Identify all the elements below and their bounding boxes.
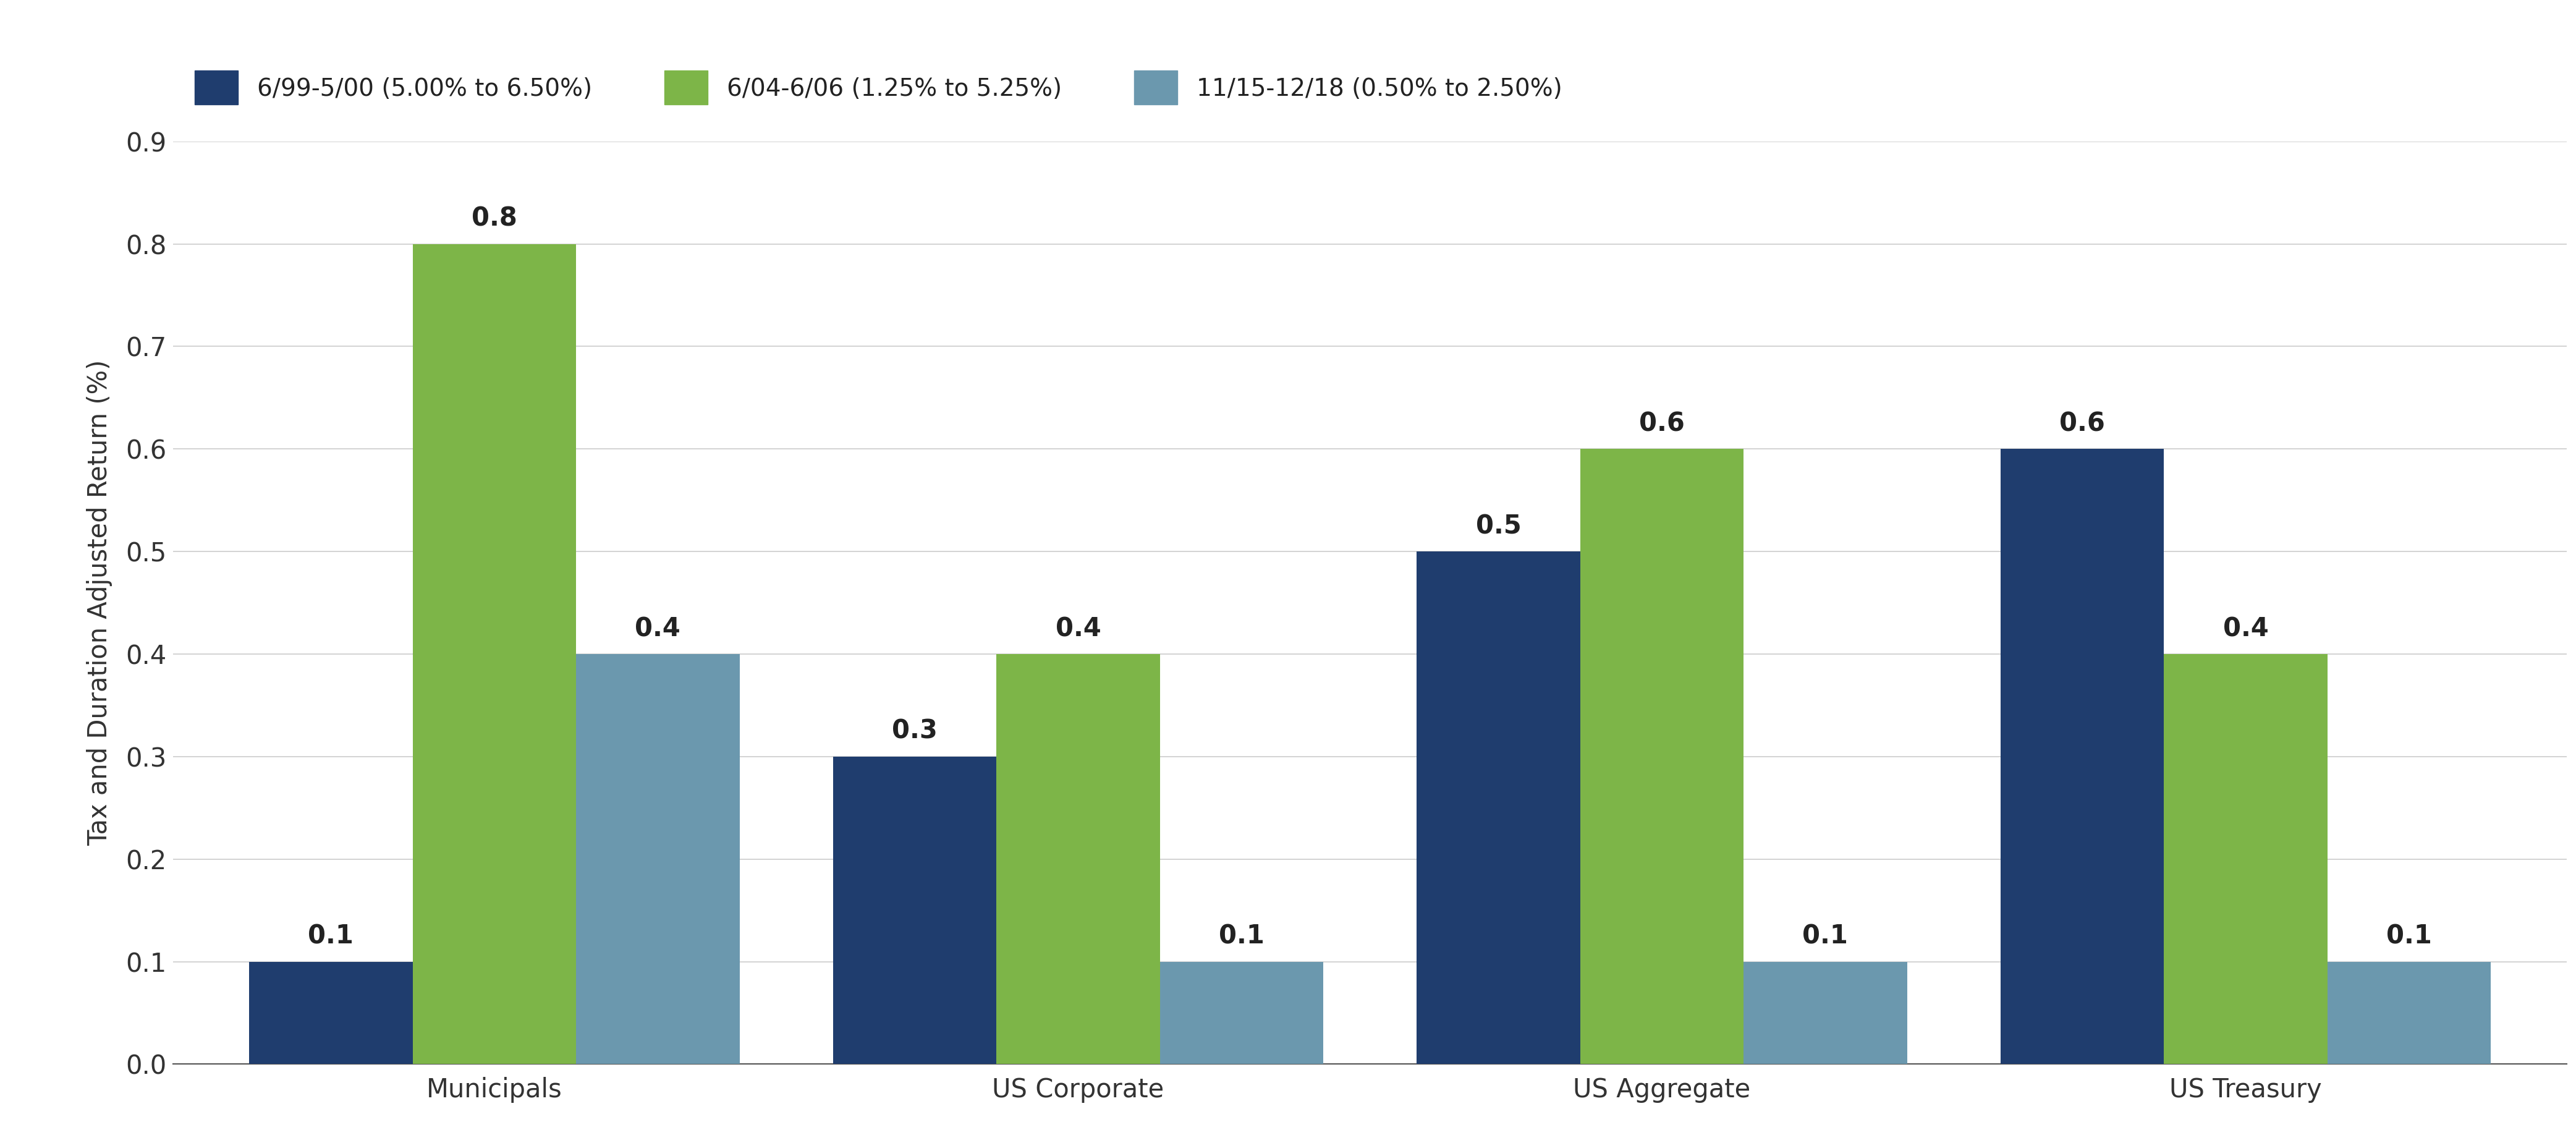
Bar	[577, 654, 739, 1065]
Text: 0.8: 0.8	[471, 205, 518, 232]
Text: 0.4: 0.4	[636, 616, 680, 641]
Text: 0.4: 0.4	[2223, 616, 2269, 641]
Text: 0.4: 0.4	[1056, 616, 1100, 641]
Bar	[2326, 961, 2491, 1065]
Legend: 6/99-5/00 (5.00% to 6.50%), 6/04-6/06 (1.25% to 5.25%), 11/15-12/18 (0.50% to 2.: 6/99-5/00 (5.00% to 6.50%), 6/04-6/06 (1…	[185, 61, 1571, 115]
Bar	[997, 654, 1159, 1065]
Bar	[2164, 654, 2326, 1065]
Text: 0.3: 0.3	[891, 718, 938, 745]
Bar	[250, 961, 412, 1065]
Text: 0.1: 0.1	[1218, 924, 1265, 949]
Bar	[832, 757, 997, 1065]
Text: 0.6: 0.6	[2058, 411, 2105, 437]
Bar	[2002, 449, 2164, 1065]
Bar	[412, 244, 577, 1065]
Y-axis label: Tax and Duration Adjusted Return (%): Tax and Duration Adjusted Return (%)	[88, 360, 113, 846]
Bar	[1579, 449, 1744, 1065]
Bar	[1159, 961, 1324, 1065]
Text: 0.5: 0.5	[1476, 513, 1522, 539]
Text: 0.1: 0.1	[1803, 924, 1847, 949]
Bar	[1417, 552, 1579, 1065]
Text: 0.1: 0.1	[2385, 924, 2432, 949]
Bar	[1744, 961, 1906, 1065]
Text: 0.6: 0.6	[1638, 411, 1685, 437]
Text: 0.1: 0.1	[309, 924, 353, 949]
